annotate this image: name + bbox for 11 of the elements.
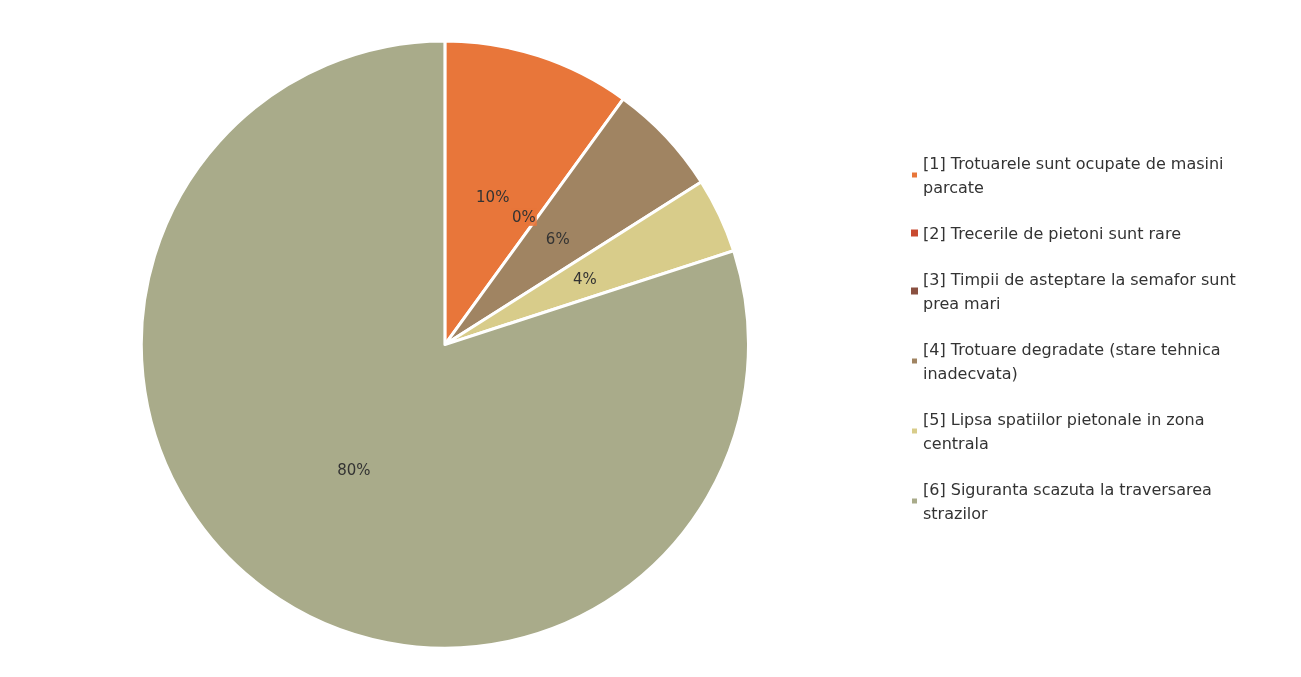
legend-label: [1] Trotuarele sunt ocupate de masini parcate: [923, 153, 1229, 197]
legend-label: [6] Siguranta scazuta la traversarea strazilor: [923, 479, 1217, 523]
data-label: 10%: [476, 188, 510, 207]
legend-label: [3] Timpii de asteptare la semafor sunt prea mari: [923, 269, 1241, 313]
legend-label: [2] Trecerile de pietoni sunt rare: [923, 223, 1181, 243]
data-label: 4%: [573, 269, 597, 288]
data-label: 6%: [545, 229, 570, 248]
legend-label: [5] Lipsa spatiilor pietonale in zona centrala: [923, 409, 1210, 453]
text: 0%: [511, 208, 536, 227]
data-label: 80%: [337, 460, 371, 479]
legend-label: [4] Trotuare degradate (stare tehnica inadecvata): [923, 339, 1226, 383]
